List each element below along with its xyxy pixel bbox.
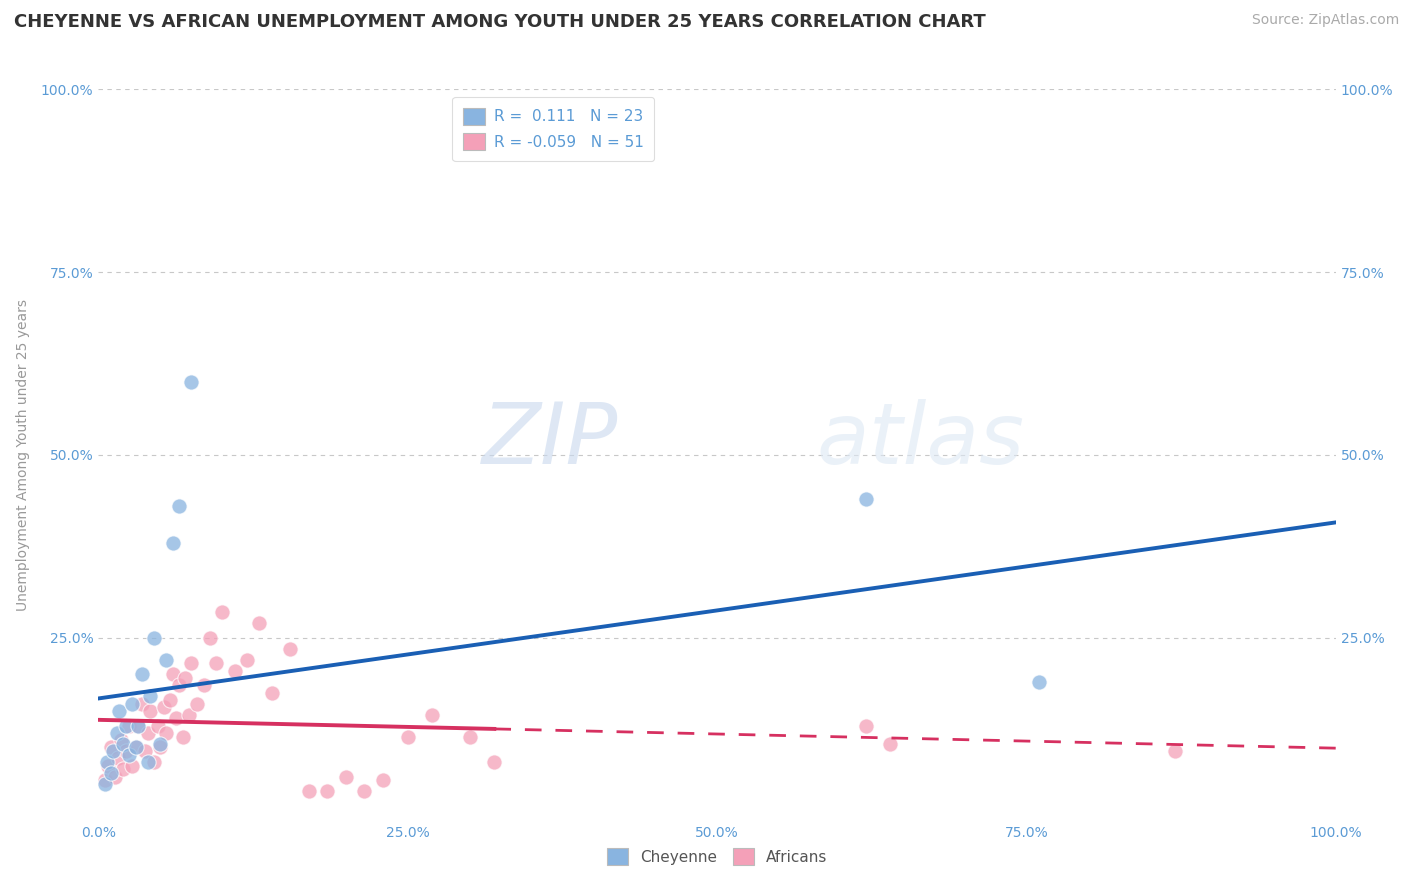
Text: CHEYENNE VS AFRICAN UNEMPLOYMENT AMONG YOUTH UNDER 25 YEARS CORRELATION CHART: CHEYENNE VS AFRICAN UNEMPLOYMENT AMONG Y… (14, 13, 986, 31)
Point (236, 653, 259, 667)
Point (97, 758, 120, 772)
Point (1028, 674, 1050, 689)
Point (172, 730, 194, 744)
Point (198, 631, 221, 645)
Point (100, 740, 122, 755)
Point (149, 740, 172, 755)
Point (118, 718, 141, 732)
Point (105, 726, 128, 740)
Point (146, 718, 169, 732)
Point (108, 704, 131, 718)
Point (149, 737, 172, 751)
Point (155, 726, 177, 740)
Point (180, 375, 202, 389)
Point (121, 697, 143, 711)
Legend: Cheyenne, Africans: Cheyenne, Africans (600, 842, 834, 871)
Point (165, 711, 187, 725)
Point (422, 707, 444, 722)
Point (136, 755, 159, 769)
Point (177, 707, 200, 722)
Point (855, 491, 877, 506)
Point (298, 784, 321, 798)
Point (162, 667, 184, 681)
Point (316, 784, 339, 798)
Point (371, 773, 394, 788)
Text: Source: ZipAtlas.com: Source: ZipAtlas.com (1251, 13, 1399, 28)
Point (112, 763, 135, 777)
Point (167, 499, 190, 513)
Point (93, 777, 115, 791)
Point (162, 535, 184, 549)
Point (96, 755, 118, 769)
Point (121, 758, 143, 772)
Point (131, 697, 153, 711)
Point (100, 766, 122, 780)
Point (143, 631, 166, 645)
Point (159, 693, 181, 707)
Point (93, 773, 115, 788)
Point (112, 737, 135, 751)
Text: atlas: atlas (815, 399, 1024, 482)
Point (139, 704, 162, 718)
Point (139, 690, 162, 704)
Point (247, 616, 270, 631)
Point (458, 730, 481, 744)
Point (335, 770, 357, 784)
Point (114, 744, 136, 758)
Point (1164, 744, 1187, 758)
Point (131, 667, 153, 681)
Point (155, 653, 177, 667)
Point (353, 784, 375, 798)
Point (127, 718, 149, 732)
Point (180, 657, 202, 671)
Point (186, 697, 208, 711)
Y-axis label: Unemployment Among Youth under 25 years: Unemployment Among Youth under 25 years (15, 299, 30, 611)
Point (174, 671, 197, 685)
Point (224, 664, 246, 678)
Point (107, 751, 129, 765)
Point (114, 718, 136, 732)
Text: ZIP: ZIP (482, 399, 619, 482)
Point (124, 740, 146, 755)
Point (484, 755, 506, 769)
Point (136, 726, 159, 740)
Point (879, 737, 901, 751)
Point (103, 770, 125, 784)
Point (103, 744, 125, 758)
Point (260, 686, 283, 700)
Point (167, 678, 190, 692)
Point (143, 755, 166, 769)
Point (855, 718, 877, 732)
Point (211, 605, 233, 619)
Point (134, 744, 156, 758)
Point (124, 740, 146, 755)
Point (110, 733, 132, 747)
Point (118, 747, 141, 762)
Point (127, 718, 149, 732)
Point (193, 678, 215, 692)
Point (278, 641, 301, 656)
Point (396, 730, 419, 744)
Point (153, 700, 176, 714)
Point (205, 657, 228, 671)
